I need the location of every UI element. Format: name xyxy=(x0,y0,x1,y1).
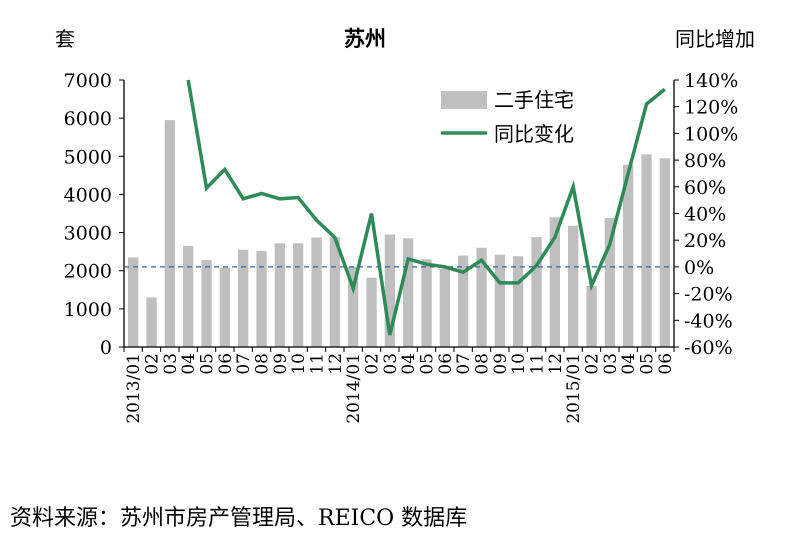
right-tick-label: 40% xyxy=(684,204,726,226)
right-tick-label: 60% xyxy=(684,177,726,199)
left-tick-label: 2000 xyxy=(64,261,112,283)
x-tick-label: 08 xyxy=(473,353,493,375)
x-tick-label: 2013/01 xyxy=(124,353,144,424)
right-tick-label: -40% xyxy=(684,310,733,332)
bar xyxy=(531,237,542,347)
bar xyxy=(329,237,340,347)
bar xyxy=(458,255,469,347)
right-tick-label: 20% xyxy=(684,230,726,252)
bar xyxy=(586,286,597,347)
source-note: 资料来源：苏州市房产管理局、REICO 数据库 xyxy=(10,506,468,531)
right-tick-label: 120% xyxy=(684,97,738,119)
x-tick-label: 11 xyxy=(308,353,328,375)
right-tick-label: -20% xyxy=(684,284,733,306)
x-tick-label: 06 xyxy=(656,353,676,375)
bar xyxy=(164,120,175,347)
x-tick-label: 12 xyxy=(546,353,566,375)
x-tick-label: 11 xyxy=(528,353,548,375)
bar xyxy=(421,259,432,347)
x-tick-label: 04 xyxy=(179,353,199,375)
left-tick-label: 1000 xyxy=(64,299,112,321)
bar xyxy=(128,257,139,347)
right-tick-label: 80% xyxy=(684,150,726,172)
bar xyxy=(604,218,615,347)
x-tick-label: 08 xyxy=(253,353,273,375)
bar xyxy=(494,254,505,347)
x-tick-label: 04 xyxy=(399,353,419,375)
left-tick-label: 3000 xyxy=(64,223,112,245)
x-tick-label: 06 xyxy=(436,353,456,375)
bar xyxy=(439,268,450,347)
right-tick-label: 100% xyxy=(684,123,738,145)
x-tick-label: 10 xyxy=(289,353,309,375)
bar xyxy=(293,243,304,347)
bar xyxy=(403,238,414,347)
x-tick-label: 2015/01 xyxy=(564,353,584,424)
legend-label-bars: 二手住宅 xyxy=(494,88,574,112)
bar xyxy=(623,164,634,347)
bar xyxy=(659,158,670,347)
right-axis-unit: 同比增加 xyxy=(675,27,755,51)
x-tick-label: 03 xyxy=(381,353,401,375)
bar xyxy=(201,260,212,347)
left-tick-label: 5000 xyxy=(64,146,112,168)
x-tick-label: 09 xyxy=(271,353,291,375)
bar xyxy=(641,154,652,347)
bar xyxy=(274,243,285,347)
x-tick-label: 09 xyxy=(491,353,511,375)
x-tick-label: 03 xyxy=(601,353,621,375)
x-tick-label: 06 xyxy=(216,353,236,375)
bar xyxy=(348,266,359,347)
right-tick-label: 140% xyxy=(684,70,738,92)
yoy-change-line xyxy=(186,79,666,336)
left-tick-label: 6000 xyxy=(64,108,112,130)
left-tick-label: 4000 xyxy=(64,184,112,206)
bar xyxy=(549,217,560,347)
plot-area: 70006000500040003000200010000140%120%100… xyxy=(64,70,739,424)
x-tick-label: 07 xyxy=(454,353,474,375)
left-tick-label: 7000 xyxy=(64,70,112,92)
x-tick-label: 2014/01 xyxy=(344,353,364,424)
bar xyxy=(256,250,267,347)
x-tick-label: 02 xyxy=(363,353,383,375)
legend-swatch-bars xyxy=(441,91,487,109)
right-tick-label: -60% xyxy=(684,337,733,359)
bar xyxy=(219,267,230,347)
x-tick-label: 07 xyxy=(234,353,254,375)
x-tick-label: 02 xyxy=(143,353,163,375)
x-tick-label: 05 xyxy=(418,353,438,375)
bar xyxy=(238,249,249,347)
left-tick-label: 0 xyxy=(100,337,112,359)
bar xyxy=(311,237,322,347)
bar xyxy=(146,297,157,347)
bar xyxy=(366,277,377,347)
legend-label-line: 同比变化 xyxy=(494,122,574,146)
x-tick-label: 04 xyxy=(619,353,639,375)
x-tick-label: 05 xyxy=(638,353,658,375)
bar xyxy=(568,225,579,347)
bar xyxy=(183,245,194,347)
bar xyxy=(513,256,524,347)
x-tick-label: 03 xyxy=(161,353,181,375)
x-tick-label: 10 xyxy=(509,353,529,375)
chart-title: 苏州 xyxy=(344,26,386,51)
right-tick-label: 0% xyxy=(684,257,714,279)
x-tick-label: 05 xyxy=(198,353,218,375)
bar xyxy=(384,234,395,347)
x-tick-label: 02 xyxy=(583,353,603,375)
x-tick-label: 12 xyxy=(326,353,346,375)
bar xyxy=(476,247,487,347)
left-axis-unit: 套 xyxy=(55,27,75,51)
